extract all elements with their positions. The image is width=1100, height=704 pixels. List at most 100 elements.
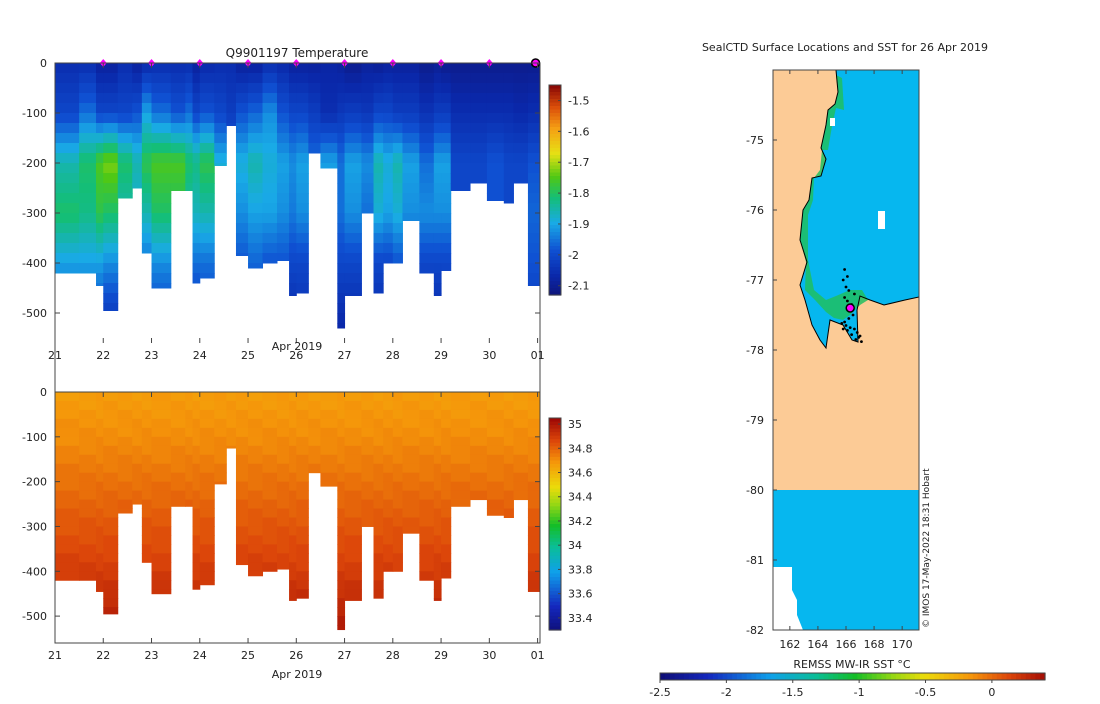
salinity-cell xyxy=(199,490,215,501)
temperature-cell xyxy=(373,213,384,224)
sst-colorbar-tick-label: 0 xyxy=(988,686,995,699)
temperature-cell xyxy=(513,113,529,124)
salinity-y-tick-label: -300 xyxy=(22,520,47,533)
map-lat-label: -76 xyxy=(746,204,764,217)
salinity-cell xyxy=(235,508,249,518)
temperature-panel: Q9901197 Temperature 0-100-200-300-400-5… xyxy=(22,46,589,644)
salinity-cell xyxy=(383,463,394,474)
temperature-cell xyxy=(392,213,403,224)
salinity-cell xyxy=(337,562,346,572)
sst-colorbar-swatch xyxy=(948,673,955,680)
temperature-cell xyxy=(513,103,529,114)
salinity-colorbar-swatch xyxy=(549,619,561,624)
temperature-cell xyxy=(527,153,541,164)
temperature-cell xyxy=(402,203,420,214)
temperature-cell xyxy=(373,163,384,174)
salinity-cell xyxy=(383,562,394,572)
sst-colorbar-swatch xyxy=(688,673,695,680)
salinity-cell xyxy=(337,589,346,599)
salinity-cell xyxy=(433,454,442,465)
temperature-cell xyxy=(103,73,119,84)
salinity-cell xyxy=(79,418,97,429)
temperature-cell xyxy=(151,223,172,234)
temperature-cell xyxy=(199,153,215,164)
salinity-cell xyxy=(337,409,346,420)
temperature-cell xyxy=(103,293,119,304)
imos-watermark: © IMOS 17-May-2022 18:31 Hobart xyxy=(922,468,932,628)
salinity-cell xyxy=(117,445,133,456)
sst-colorbar-swatch xyxy=(770,673,777,680)
sst-colorbar-label: REMSS MW-IR SST °C xyxy=(793,658,911,671)
temperature-cell xyxy=(450,63,471,74)
temperature-cell xyxy=(55,203,80,214)
sst-colorbar-swatch xyxy=(910,673,916,680)
temperature-cell xyxy=(117,63,133,74)
salinity-cell xyxy=(103,508,119,518)
salinity-cell xyxy=(402,418,420,429)
temperature-cell xyxy=(103,193,119,204)
salinity-cell xyxy=(486,427,505,438)
salinity-cell xyxy=(419,553,435,563)
sst-colorbar-swatch xyxy=(876,673,882,680)
temperature-cell xyxy=(527,163,541,174)
salinity-cell xyxy=(392,481,403,492)
salinity-cell xyxy=(151,427,172,438)
temperature-cell xyxy=(117,183,133,194)
salinity-y-tick-label: 0 xyxy=(40,386,47,399)
temperature-y-axis: 0-100-200-300-400-500 xyxy=(22,57,540,320)
temperature-cell xyxy=(296,263,309,274)
salinity-cell xyxy=(320,481,338,487)
temperature-cell xyxy=(344,83,362,94)
salinity-cell xyxy=(132,392,143,402)
temperature-cell xyxy=(450,133,471,144)
temperature-cell xyxy=(337,113,346,124)
temperature-y-tick-label: -100 xyxy=(22,107,47,120)
temperature-cell xyxy=(103,283,119,294)
temperature-cell xyxy=(103,113,119,124)
temperature-cell xyxy=(402,73,420,84)
salinity-cell xyxy=(296,580,309,590)
temperature-cell xyxy=(235,253,249,256)
salinity-cell xyxy=(151,517,172,527)
sst-colorbar-swatch xyxy=(785,673,791,680)
salinity-colorbar-swatch xyxy=(549,552,561,557)
salinity-cell xyxy=(441,562,452,572)
sst-colorbar-swatch xyxy=(737,673,743,680)
temperature-cell xyxy=(470,163,488,174)
temperature-cell xyxy=(199,223,215,234)
salinity-cell xyxy=(289,499,297,510)
temperature-cell xyxy=(235,163,249,174)
temperature-cell xyxy=(344,263,362,274)
temperature-y-tick-label: -300 xyxy=(22,207,47,220)
map-title: SealCTD Surface Locations and SST for 26… xyxy=(702,41,988,54)
temperature-cell xyxy=(248,163,264,174)
temperature-colorbar-swatch xyxy=(549,284,561,289)
salinity-cell xyxy=(214,392,227,402)
salinity-cell xyxy=(383,490,394,501)
salinity-cell xyxy=(96,409,104,420)
salinity-cell xyxy=(344,427,362,438)
salinity-cell xyxy=(276,517,290,527)
salinity-cell xyxy=(373,544,384,554)
temperature-cell xyxy=(262,163,278,174)
sst-colorbar-swatch xyxy=(794,673,801,680)
temperature-cell xyxy=(527,103,541,114)
sst-colorbar-swatch xyxy=(934,673,940,680)
temperature-colorbar-swatch xyxy=(549,172,561,177)
salinity-cell xyxy=(470,409,488,420)
temperature-cell xyxy=(96,223,104,234)
temperature-cell xyxy=(276,223,290,234)
temperature-cell xyxy=(192,263,201,274)
temperature-cell xyxy=(151,103,172,114)
temperature-cell xyxy=(151,153,172,164)
salinity-cell xyxy=(117,400,133,411)
salinity-x-tick-label: 21 xyxy=(48,649,62,662)
temperature-cell xyxy=(373,123,384,134)
temperature-cell xyxy=(503,173,514,184)
temperature-colorbar-swatch xyxy=(549,197,561,202)
salinity-cell xyxy=(527,589,541,592)
salinity-cell xyxy=(441,571,452,579)
temperature-cell xyxy=(383,93,394,104)
temperature-cell xyxy=(151,193,172,204)
temperature-cell xyxy=(199,103,215,114)
